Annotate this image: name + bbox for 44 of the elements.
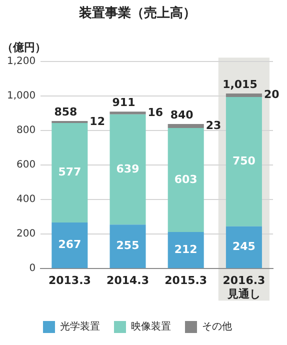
bar (168, 124, 204, 128)
y-tick-label: 0 (29, 263, 36, 274)
data-label: 20 (264, 88, 280, 102)
y-tick-label: 400 (16, 194, 36, 206)
bar (168, 128, 204, 232)
y-tick-label: 600 (16, 160, 36, 171)
bar (52, 123, 88, 223)
y-tick-label: 800 (16, 125, 36, 136)
bar (226, 96, 262, 226)
total-label: 1,015 (222, 78, 258, 91)
y-tick-label: 1,000 (6, 90, 36, 102)
legend-label: 映像装置 (131, 320, 171, 333)
legend-label: 光学装置 (60, 320, 100, 333)
bar (110, 112, 146, 114)
data-label: 267 (58, 238, 82, 252)
chart-title: 装置事業（売上高） (78, 5, 196, 22)
data-label: 255 (116, 239, 140, 252)
data-label: 750 (232, 154, 256, 168)
bar (168, 232, 204, 268)
bar (52, 120, 88, 124)
legend-label: その他 (202, 320, 232, 333)
x-tick-label: 2015.3 (164, 274, 208, 288)
bar (110, 224, 146, 268)
bar (52, 222, 88, 268)
y-tick-label: 1,200 (6, 56, 36, 68)
y-tick-label: 200 (16, 228, 36, 240)
bar (226, 226, 262, 268)
x-tick-label: 2014.3 (106, 274, 149, 288)
total-label: 840 (170, 108, 194, 122)
bar (110, 114, 146, 225)
total-label: 911 (112, 96, 136, 109)
data-label: 212 (174, 242, 198, 256)
bar (226, 94, 262, 97)
data-label: 12 (90, 114, 105, 128)
x-tick-label: 2013.3 (48, 274, 91, 288)
data-label: 603 (174, 172, 198, 186)
data-label: 23 (206, 118, 222, 132)
data-label: 577 (58, 166, 82, 179)
data-label: 16 (148, 106, 164, 119)
total-label: 858 (54, 105, 78, 118)
y-axis-title: （億円） (2, 40, 46, 54)
data-label: 245 (232, 240, 256, 254)
data-label: 639 (116, 162, 140, 176)
x-tick-label: 2016.3 見通し (222, 274, 266, 300)
